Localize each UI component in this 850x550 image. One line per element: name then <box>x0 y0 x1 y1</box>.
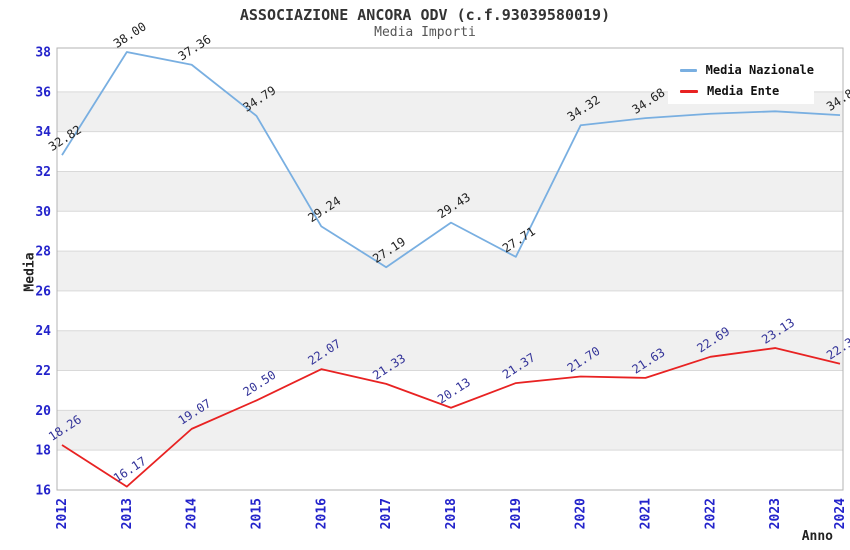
y-tick-label: 26 <box>35 284 51 299</box>
x-tick-label: 2021 <box>639 498 654 529</box>
y-tick-label: 36 <box>35 85 51 100</box>
series-line-red <box>61 347 841 488</box>
x-tick-label: 2022 <box>703 498 718 529</box>
plot-band <box>57 290 843 331</box>
y-tick-label: 20 <box>35 404 51 419</box>
y-tick-label: 16 <box>35 484 51 499</box>
x-tick-label: 2019 <box>509 498 524 529</box>
x-tick-label: 2024 <box>833 498 848 529</box>
y-tick-label: 34 <box>35 125 51 140</box>
legend-label: Media Nazionale <box>705 63 814 77</box>
y-axis-title: Media <box>22 252 38 292</box>
point-label: 38.00 <box>111 19 149 50</box>
plot-band <box>57 330 843 371</box>
y-tick-label: 32 <box>35 165 51 180</box>
legend: Media Nazionale Media Ente <box>668 57 814 104</box>
plot-band <box>57 131 843 172</box>
x-tick-label: 2014 <box>185 498 200 529</box>
x-tick-label: 2013 <box>120 498 135 529</box>
legend-label: Media Ente <box>707 84 780 98</box>
plot-band <box>57 171 843 212</box>
x-axis-title: Anno <box>801 529 833 544</box>
y-tick-label: 38 <box>35 46 51 61</box>
plot-border <box>56 47 844 491</box>
plot-band <box>57 450 843 490</box>
plot-band <box>57 410 843 451</box>
plot-band <box>57 251 843 291</box>
plot-band <box>57 370 843 411</box>
legend-line-swatch-blue <box>680 68 697 72</box>
y-tick-label: 28 <box>35 245 51 260</box>
x-tick-label: 2023 <box>768 498 783 529</box>
x-tick-label: 2017 <box>379 498 394 529</box>
x-tick-label: 2015 <box>250 498 265 529</box>
x-tick-label: 2016 <box>314 498 329 529</box>
legend-item-media-nazionale: Media Nazionale <box>668 63 814 77</box>
y-tick-label: 18 <box>35 444 51 459</box>
x-tick-label: 2018 <box>444 498 459 529</box>
chart-title: ASSOCIAZIONE ANCORA ODV (c.f.93039580019… <box>239 6 611 24</box>
y-tick-label: 30 <box>35 205 51 220</box>
plot-band <box>57 211 843 252</box>
series-line-blue <box>61 51 841 269</box>
y-tick-label: 22 <box>35 364 51 379</box>
y-tick-label: 24 <box>35 324 51 339</box>
chart-subtitle: Media Importi <box>374 25 476 40</box>
legend-item-media-ente: Media Ente <box>668 84 814 98</box>
x-tick-label: 2020 <box>574 498 589 529</box>
legend-line-swatch-red <box>680 89 698 93</box>
x-tick-label: 2012 <box>55 498 70 529</box>
